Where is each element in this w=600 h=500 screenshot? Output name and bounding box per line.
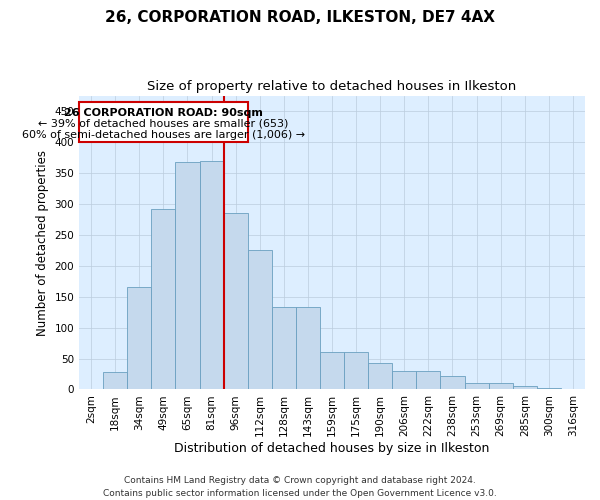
Bar [296, 307, 320, 390]
Bar [272, 307, 296, 390]
Text: ← 39% of detached houses are smaller (653): ← 39% of detached houses are smaller (65… [38, 119, 289, 129]
Bar [416, 371, 440, 390]
Bar [440, 376, 464, 390]
Bar [537, 388, 561, 390]
Text: 60% of semi-detached houses are larger (1,006) →: 60% of semi-detached houses are larger (… [22, 130, 305, 140]
Text: 26 CORPORATION ROAD: 90sqm: 26 CORPORATION ROAD: 90sqm [64, 108, 263, 118]
Text: Contains HM Land Registry data © Crown copyright and database right 2024.
Contai: Contains HM Land Registry data © Crown c… [103, 476, 497, 498]
Bar [561, 389, 585, 390]
Bar [344, 352, 368, 390]
Bar [488, 384, 513, 390]
Y-axis label: Number of detached properties: Number of detached properties [36, 150, 49, 336]
Bar [513, 386, 537, 390]
Bar [79, 389, 103, 390]
Bar [103, 372, 127, 390]
Bar [464, 384, 488, 390]
Bar [248, 250, 272, 390]
Text: 26, CORPORATION ROAD, ILKESTON, DE7 4AX: 26, CORPORATION ROAD, ILKESTON, DE7 4AX [105, 10, 495, 25]
Bar [368, 363, 392, 390]
Bar [127, 288, 151, 390]
Bar [175, 162, 200, 390]
Bar [79, 102, 248, 142]
Bar [200, 160, 224, 390]
Bar [320, 352, 344, 390]
Bar [224, 213, 248, 390]
Title: Size of property relative to detached houses in Ilkeston: Size of property relative to detached ho… [148, 80, 517, 93]
X-axis label: Distribution of detached houses by size in Ilkeston: Distribution of detached houses by size … [175, 442, 490, 455]
Bar [392, 371, 416, 390]
Bar [151, 209, 175, 390]
